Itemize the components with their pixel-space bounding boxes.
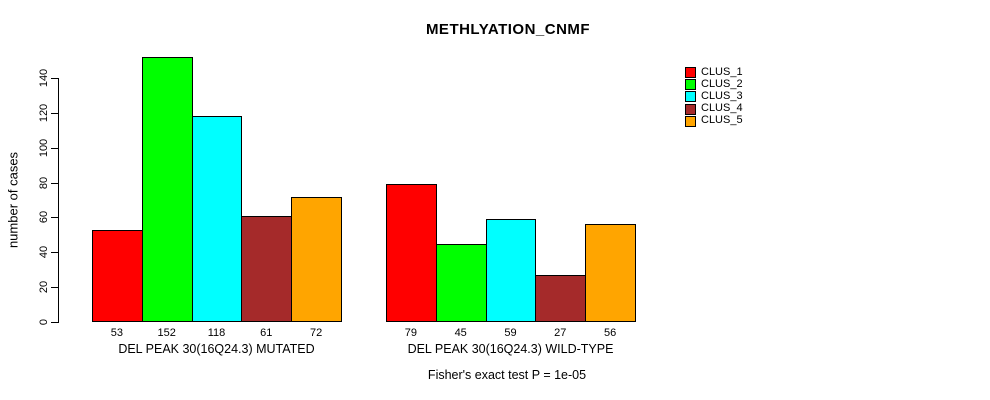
y-axis-tick: [51, 322, 58, 323]
y-axis-tick-label: 100: [38, 138, 50, 157]
bar-value-label: 53: [110, 327, 124, 339]
bar-value-label: 27: [554, 327, 567, 339]
bar-value-label: 56: [603, 327, 617, 339]
legend-swatch: [685, 103, 696, 115]
bar: [585, 224, 636, 322]
bar: [291, 196, 342, 322]
bar-value-label: 45: [454, 327, 467, 339]
y-axis-tick: [51, 252, 58, 254]
bar: [92, 229, 143, 322]
y-axis-tick: [51, 78, 58, 79]
y-axis-tick: [51, 112, 58, 114]
y-axis-tick: [51, 217, 58, 219]
legend-label: CLUS_5: [701, 114, 743, 127]
y-axis-label: number of cases: [5, 151, 21, 249]
legend-label: CLUS_3: [701, 89, 743, 102]
bar: [141, 57, 193, 322]
y-axis-tick-label: 20: [38, 281, 50, 294]
bar-value-label: 61: [260, 327, 273, 339]
y-axis-tick-label: 40: [38, 246, 50, 259]
legend-label: CLUS_4: [701, 102, 743, 115]
group-label: DEL PEAK 30(16Q24.3) WILD-TYPE: [407, 342, 614, 356]
y-axis-tick: [51, 287, 58, 289]
y-axis-tick-label: 80: [38, 176, 50, 189]
bar-value-label: 152: [157, 327, 176, 339]
bar: [191, 116, 243, 322]
y-axis-tick: [51, 182, 58, 184]
bar: [435, 243, 487, 322]
bar-value-label: 59: [504, 327, 517, 339]
bar: [241, 215, 293, 322]
legend-label: CLUS_1: [701, 65, 743, 78]
legend-label: CLUS_2: [701, 77, 743, 90]
bar: [485, 219, 537, 322]
fisher-test-annotation: Fisher's exact test P = 1e-05: [427, 368, 587, 382]
bar-value-label: 79: [404, 327, 418, 339]
y-axis-tick-label: 0: [38, 318, 50, 326]
bar-value-label: 118: [207, 327, 226, 339]
legend-swatch: [685, 115, 696, 127]
chart-title: METHLYATION_CNMF: [425, 21, 591, 38]
group-label: DEL PEAK 30(16Q24.3) MUTATED: [118, 342, 315, 356]
legend-swatch: [685, 91, 696, 103]
y-axis-tick-label: 120: [38, 103, 50, 123]
legend-swatch: [685, 79, 696, 91]
y-axis-tick-label: 60: [38, 211, 50, 224]
bar-value-label: 72: [309, 327, 323, 339]
y-axis-tick: [51, 147, 58, 149]
bar: [535, 274, 587, 322]
y-axis: [58, 78, 59, 323]
y-axis-tick-label: 140: [38, 68, 50, 88]
legend-swatch: [685, 67, 696, 78]
bar: [386, 184, 437, 322]
